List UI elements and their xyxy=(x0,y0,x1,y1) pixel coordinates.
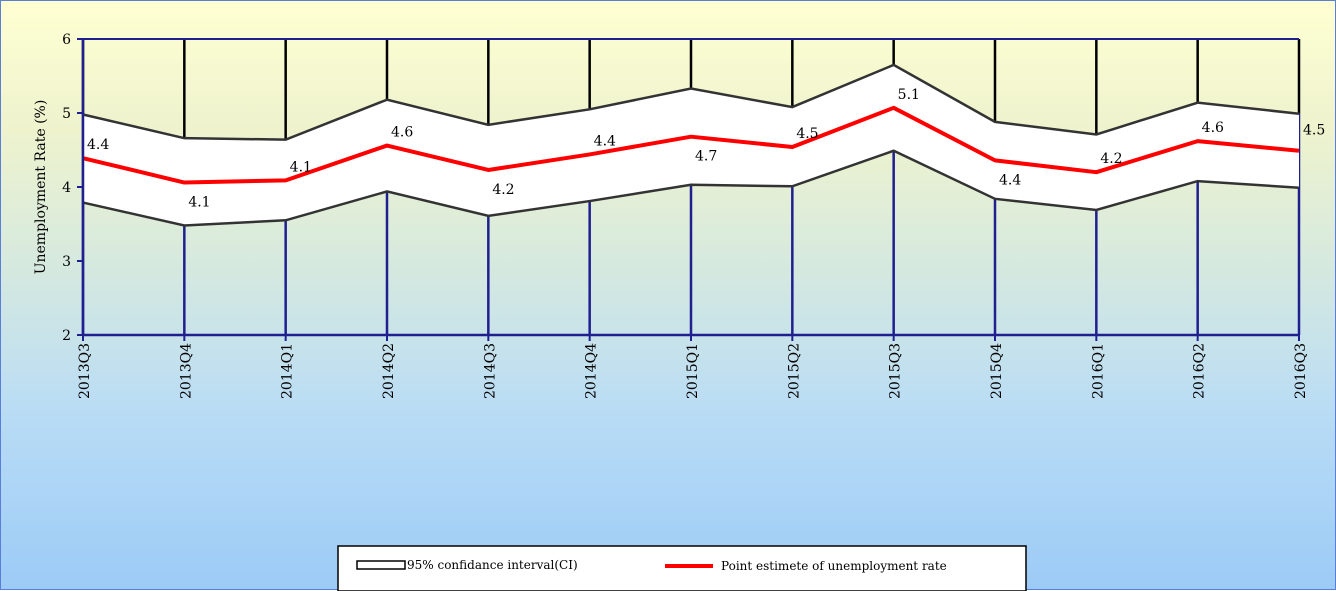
x-tick-label-2013Q4: 2013Q4 xyxy=(178,343,194,399)
data-labels: 4.4 4.1 4.1 4.6 4.2 4.4 4.7 4.5 5.1 4.4 4.2 4.6 4.5 xyxy=(87,87,1325,211)
data-label-2015Q1: 4.7 xyxy=(695,149,717,165)
y-tick-label-3: 3 xyxy=(62,254,71,270)
x-tick-label-2014Q4: 2014Q4 xyxy=(584,343,600,399)
point-estimate-line xyxy=(82,105,1300,185)
axes xyxy=(77,38,1300,341)
y-tick-label-4: 4 xyxy=(62,180,71,196)
data-label-2014Q2: 4.6 xyxy=(391,125,413,141)
legend-box xyxy=(337,545,1027,591)
x-tick-label-2014Q1: 2014Q1 xyxy=(280,343,296,399)
ci-lower-line xyxy=(82,149,1300,227)
x-tick-label-2015Q2: 2015Q2 xyxy=(786,343,802,399)
ci-band xyxy=(82,63,1300,227)
y-axis-label: Unemployment Rate (%) xyxy=(33,100,49,275)
x-tick-label-2015Q1: 2015Q1 xyxy=(685,343,701,399)
legend-ci-swatch xyxy=(356,560,406,570)
data-label-2016Q2: 4.6 xyxy=(1202,120,1224,136)
y-tick-label-5: 5 xyxy=(62,106,71,122)
data-label-2013Q4: 4.1 xyxy=(188,195,210,211)
data-label-2015Q2: 4.5 xyxy=(796,126,818,142)
x-tick-labels: 2013Q3 2013Q4 2014Q1 2014Q2 2014Q3 2014Q4 2015… xyxy=(77,343,1309,399)
x-tick-label-2013Q3: 2013Q3 xyxy=(77,343,93,399)
data-label-2015Q3: 5.1 xyxy=(898,87,920,103)
ci-fill xyxy=(83,64,1299,226)
x-tick-label-2014Q3: 2014Q3 xyxy=(482,343,498,399)
legend-point-label: Point estimete of unemployment rate xyxy=(721,559,947,573)
x-tick-label-2016Q1: 2016Q1 xyxy=(1090,343,1106,399)
data-label-2014Q3: 4.2 xyxy=(492,182,514,198)
ci-upper-line xyxy=(82,63,1300,141)
legend-ci-label: 95% confidance interval(CI) xyxy=(407,558,578,572)
data-label-2016Q3: 4.5 xyxy=(1303,123,1325,139)
x-tick-label-2015Q3: 2015Q3 xyxy=(888,343,904,399)
y-tick-labels: 2 3 4 5 6 xyxy=(62,32,71,344)
data-label-2016Q1: 4.2 xyxy=(1100,151,1122,167)
legend: 95% confidance interval(CI) Point estimet… xyxy=(337,545,1027,591)
x-tick-label-2014Q2: 2014Q2 xyxy=(381,343,397,399)
data-label-2013Q3: 4.4 xyxy=(87,137,109,153)
x-tick-label-2015Q4: 2015Q4 xyxy=(989,343,1005,399)
point-estimate-series xyxy=(82,105,1300,185)
x-tick-label-2016Q3: 2016Q3 xyxy=(1293,343,1309,399)
data-label-2015Q4: 4.4 xyxy=(999,172,1021,188)
data-label-2014Q4: 4.4 xyxy=(594,133,616,149)
x-tick-label-2016Q2: 2016Q2 xyxy=(1192,343,1208,399)
data-label-2014Q1: 4.1 xyxy=(290,159,312,175)
y-tick-label-6: 6 xyxy=(62,32,71,48)
y-tick-label-2: 2 xyxy=(62,328,71,344)
